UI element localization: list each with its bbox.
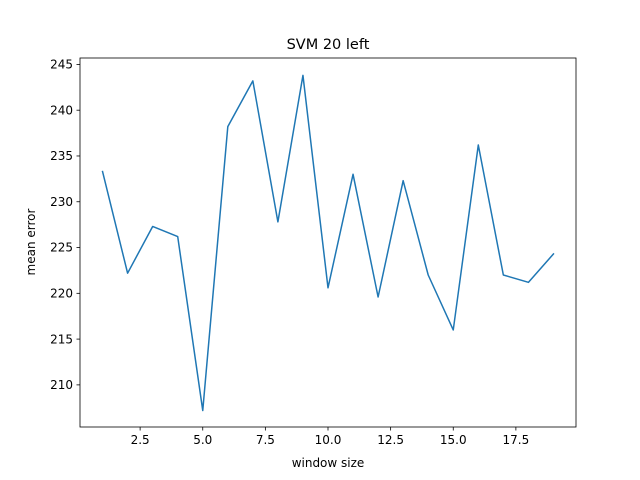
- chart-title: SVM 20 left: [287, 37, 370, 53]
- y-tick-label: 235: [50, 149, 73, 163]
- y-tick-label: 245: [50, 58, 73, 72]
- x-axis-label: window size: [292, 456, 365, 470]
- y-tick-label: 230: [50, 195, 73, 209]
- x-tick-label: 2.5: [131, 433, 150, 447]
- x-tick-label: 5.0: [193, 433, 212, 447]
- y-axis-label: mean error: [24, 208, 38, 275]
- y-tick-label: 240: [50, 103, 73, 117]
- y-tick-label: 220: [50, 287, 73, 301]
- y-tick-label: 215: [50, 332, 73, 346]
- x-tick-label: 17.5: [503, 433, 530, 447]
- y-tick-label: 210: [50, 378, 73, 392]
- x-tick-label: 15.0: [440, 433, 467, 447]
- x-tick-label: 12.5: [377, 433, 404, 447]
- x-tick-label: 10.0: [315, 433, 342, 447]
- series-line-0: [101, 74, 555, 412]
- y-axis: 210 215 220 225 230 235 240 245: [50, 58, 80, 392]
- y-tick-label: 225: [50, 241, 73, 255]
- x-axis: 2.5 5.0 7.5 10.0 12.5 15.0 17.5: [131, 427, 530, 447]
- x-tick-label: 7.5: [256, 433, 275, 447]
- plot-series: [101, 74, 555, 412]
